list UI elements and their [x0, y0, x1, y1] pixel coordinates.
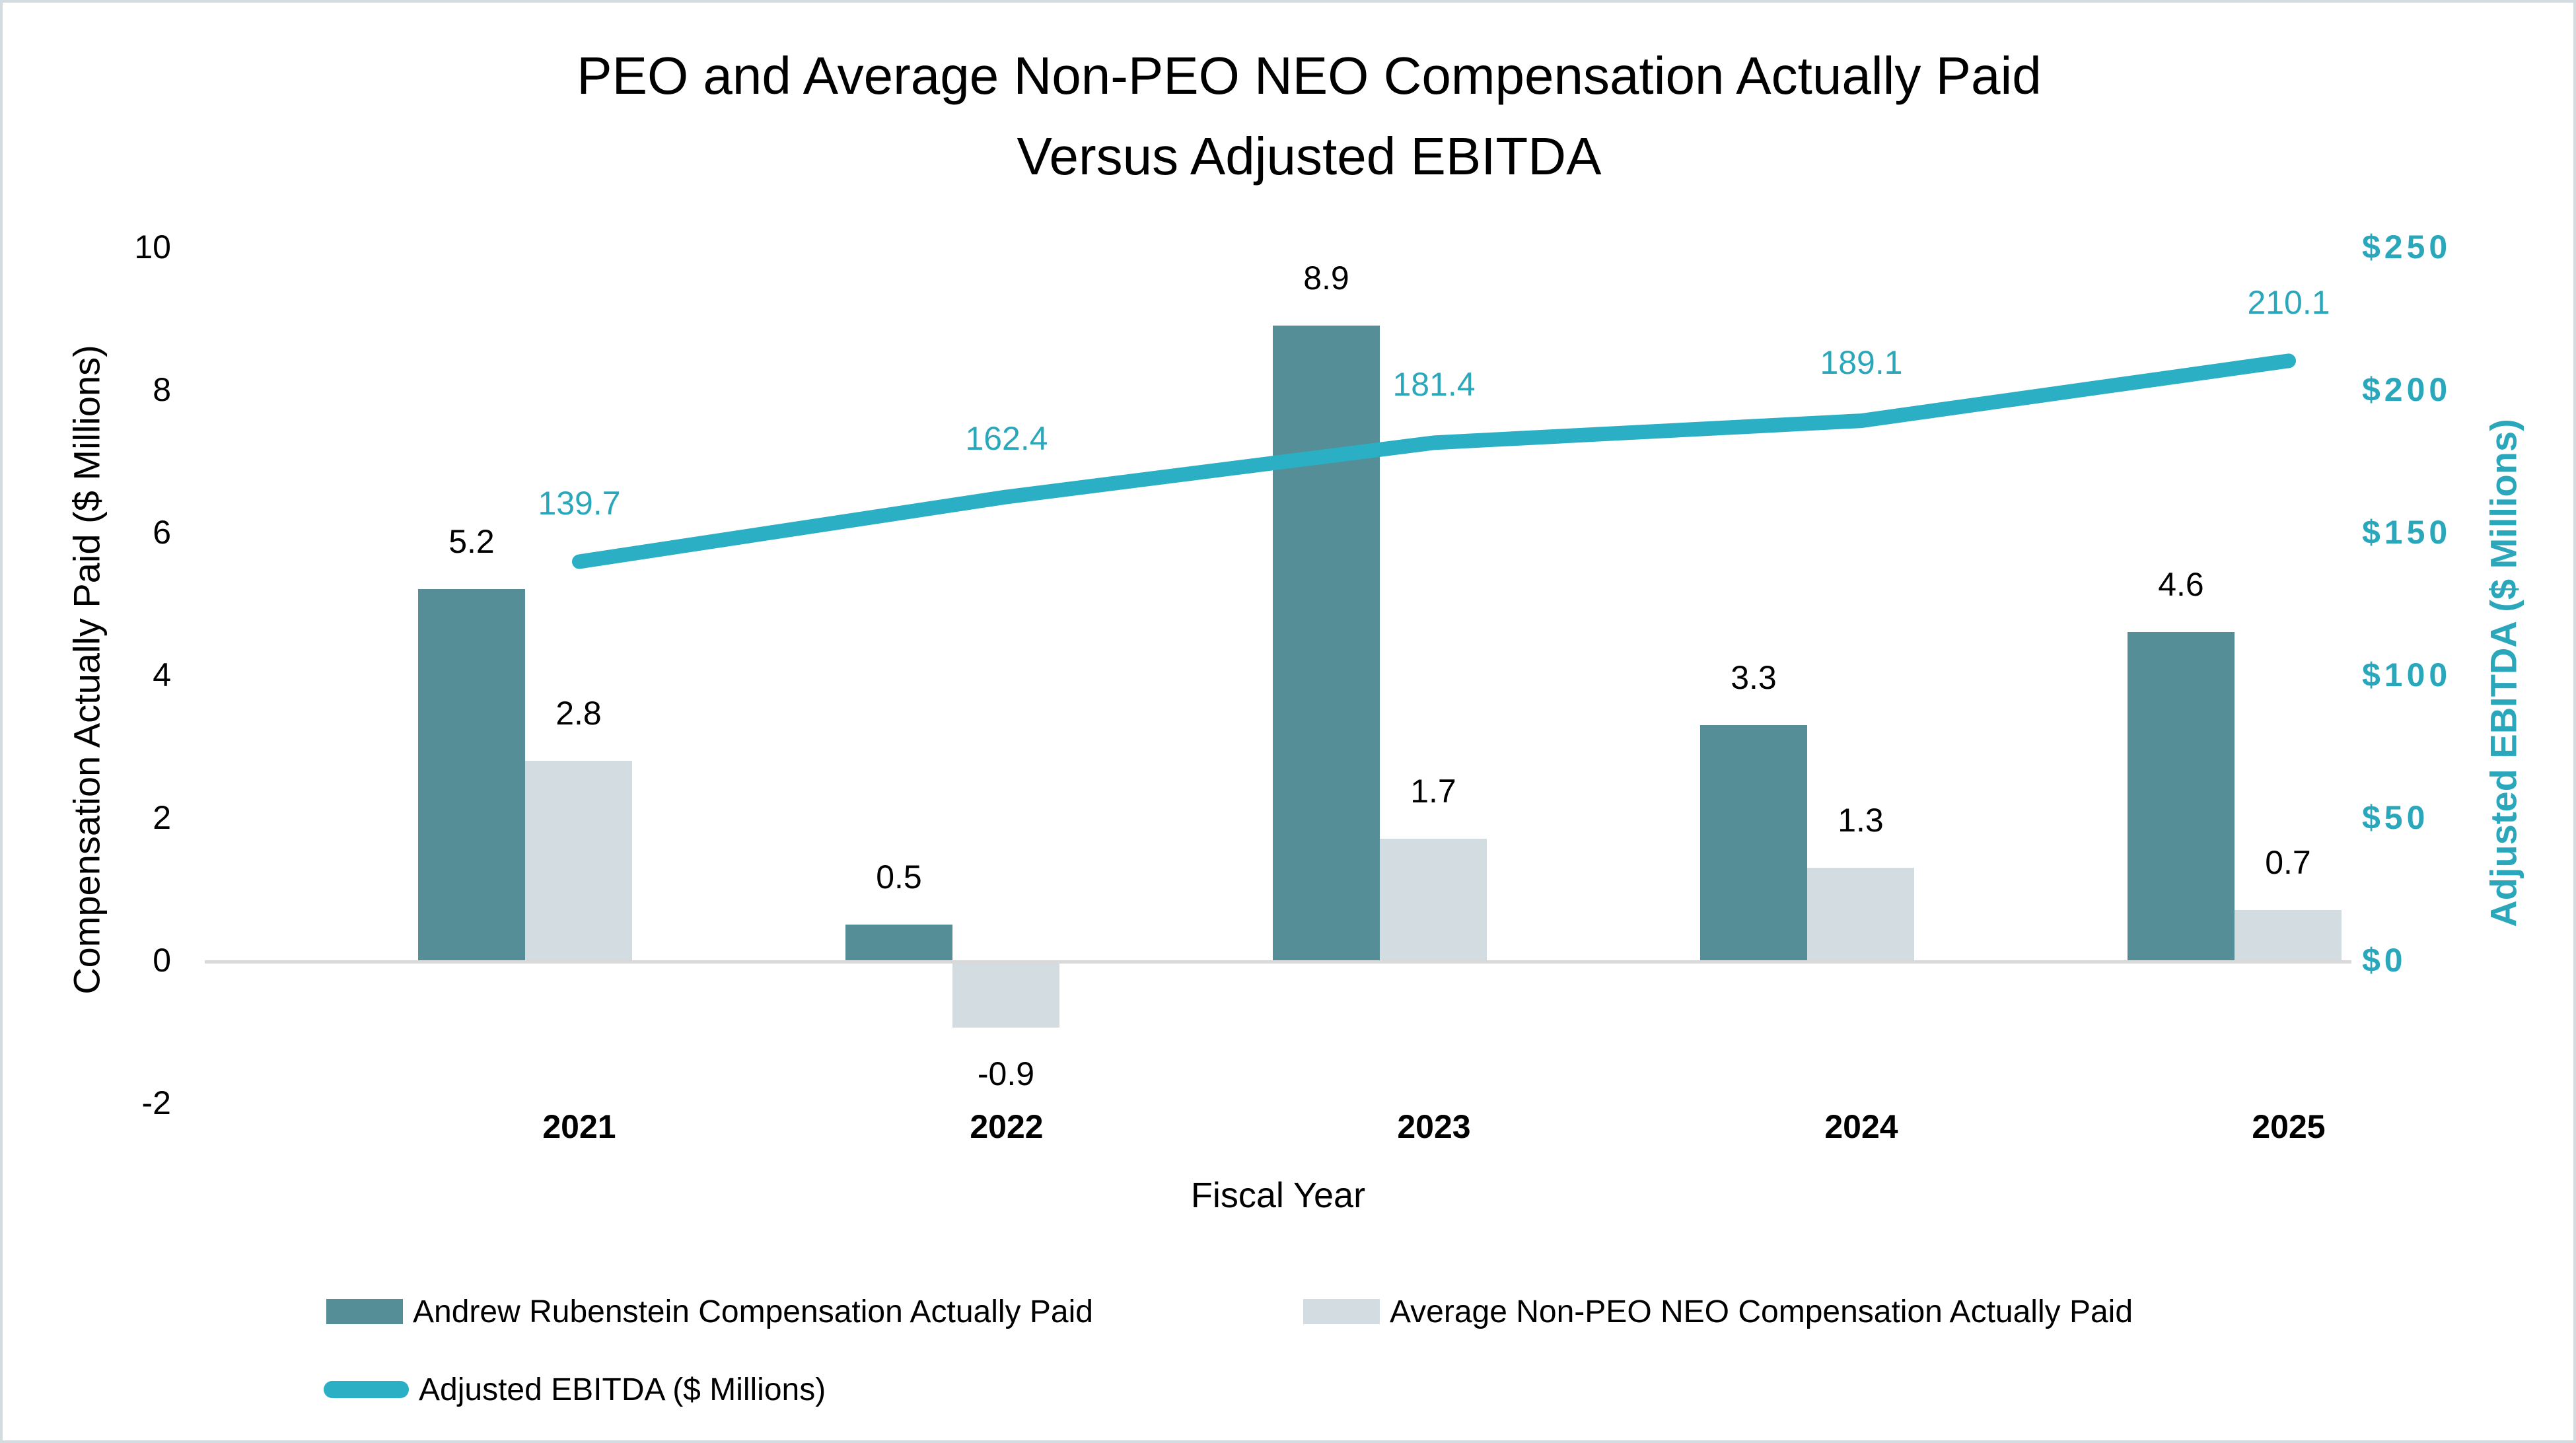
- chart-title: PEO and Average Non-PEO NEO Compensation…: [42, 36, 2573, 197]
- left-tick-label: 2: [153, 799, 171, 836]
- plot-area: 5.2 0.5 8.9 3.3 4.6 2.8 -0.9 1.7 1.3 0.7 139.7 162.…: [3, 3, 2573, 1440]
- legend-label-peo-bar: Andrew Rubenstein Compensation Actually …: [413, 1294, 1093, 1329]
- bar-value-label: 1.7: [1410, 773, 1456, 810]
- bar-value-label: 0.7: [2265, 844, 2311, 882]
- x-category-label: 2025: [2252, 1108, 2326, 1145]
- bar-value-label: 3.3: [1731, 658, 1777, 696]
- bar-neo-cap: [1807, 867, 1914, 960]
- bar-value-label: 8.9: [1303, 259, 1349, 297]
- bar-peo-cap: [845, 925, 952, 960]
- right-tick-label: $150: [2362, 514, 2452, 551]
- legend-swatch-neo-bar: [1303, 1299, 1380, 1324]
- ebitda-point-label: 139.7: [538, 485, 621, 522]
- ebitda-line: [572, 353, 2296, 569]
- left-tick-label: 0: [153, 942, 171, 979]
- left-tick-label: 8: [153, 371, 171, 408]
- bar-peo-cap: [1273, 325, 1380, 960]
- bar-neo-cap: [525, 760, 632, 960]
- ebitda-point-label: 162.4: [965, 420, 1048, 458]
- legend-swatch-ebitda-line: [324, 1381, 409, 1398]
- x-axis-title: Fiscal Year: [1190, 1176, 1366, 1215]
- right-tick-label: $50: [2362, 799, 2429, 836]
- right-tick-label: $200: [2362, 371, 2452, 408]
- left-tick-label: 10: [134, 229, 171, 265]
- legend-swatch-peo-bar: [326, 1299, 403, 1324]
- bar-value-label: -0.9: [977, 1055, 1035, 1093]
- bar-neo-cap: [2235, 910, 2342, 960]
- ebitda-line-layer: [3, 3, 2573, 1440]
- bar-peo-cap: [2128, 632, 2235, 960]
- legend-item-peo-bar: Andrew Rubenstein Compensation Actually …: [326, 1290, 1093, 1333]
- x-category-label: 2023: [1397, 1108, 1471, 1145]
- left-tick-label: 4: [153, 656, 171, 693]
- x-category-label: 2022: [970, 1108, 1044, 1145]
- ebitda-point-label: 181.4: [1392, 366, 1476, 404]
- chart-title-line2: Versus Adjusted EBITDA: [1017, 127, 1602, 186]
- legend-label-neo-bar: Average Non-PEO NEO Compensation Actuall…: [1390, 1294, 2133, 1329]
- x-category-label: 2021: [542, 1108, 616, 1145]
- right-tick-label: $250: [2362, 229, 2452, 265]
- legend-label-ebitda-line: Adjusted EBITDA ($ Millions): [419, 1372, 826, 1407]
- bar-value-label: 1.3: [1838, 801, 1884, 839]
- bar-peo-cap: [418, 589, 525, 960]
- bar-neo-cap: [952, 964, 1059, 1028]
- ebitda-point-label: 210.1: [2247, 284, 2330, 322]
- legend-item-ebitda-line: Adjusted EBITDA ($ Millions): [324, 1368, 826, 1411]
- ebitda-point-label: 189.1: [1820, 344, 1903, 382]
- zero-gridline: [205, 960, 2351, 964]
- bar-peo-cap: [1700, 724, 1807, 960]
- bar-value-label: 4.6: [2158, 566, 2204, 604]
- chart-title-line1: PEO and Average Non-PEO NEO Compensation…: [577, 46, 2042, 105]
- left-tick-label: 6: [153, 514, 171, 551]
- left-tick-label: -2: [141, 1084, 171, 1121]
- bar-neo-cap: [1380, 839, 1487, 960]
- right-tick-label: $100: [2362, 656, 2452, 693]
- bar-value-label: 2.8: [555, 694, 602, 732]
- x-category-label: 2024: [1824, 1108, 1898, 1145]
- bar-value-label: 0.5: [876, 859, 922, 896]
- legend-item-neo-bar: Average Non-PEO NEO Compensation Actuall…: [1303, 1290, 2133, 1333]
- bar-value-label: 5.2: [448, 523, 495, 561]
- right-tick-label: $0: [2362, 942, 2407, 979]
